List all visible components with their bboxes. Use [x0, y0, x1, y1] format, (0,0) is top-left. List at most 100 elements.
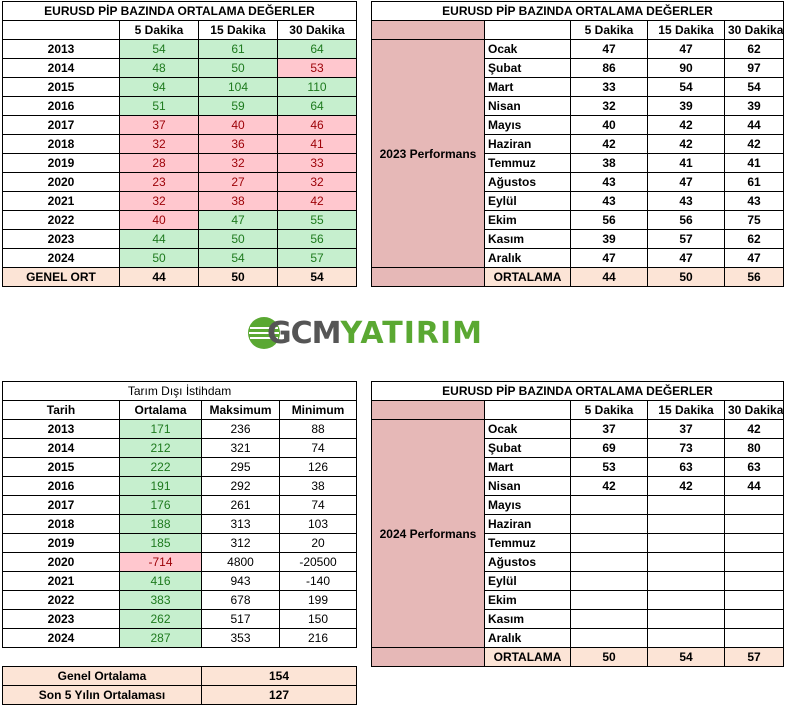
value-cell: 38	[198, 191, 278, 211]
year-cell: 2013	[2, 419, 120, 439]
year-cell: 2018	[2, 134, 120, 154]
yearly-pip-table: EURUSD PİP BAZINDA ORTALAMA DEĞERLER 5 D…	[2, 1, 357, 287]
value-cell: 94	[119, 77, 199, 97]
value-cell: 41	[723, 153, 785, 173]
table-row: Mayıs 40 42 44	[372, 115, 785, 135]
value-cell: 56	[570, 210, 648, 230]
max-cell: 236	[201, 419, 280, 439]
table-row: Kasım	[372, 609, 785, 629]
table-row: 2022 383 678 199	[2, 590, 358, 610]
average-cell: 416	[119, 571, 202, 591]
table-row: 2024 50 54 57	[2, 248, 357, 268]
value-cell: 27	[198, 172, 278, 192]
table-title: EURUSD PİP BAZINDA ORTALAMA DEĞERLER	[2, 1, 357, 21]
value-cell: 57	[647, 229, 725, 249]
performance-label: 2024 Performans	[371, 419, 485, 648]
value-cell: 75	[723, 210, 785, 230]
nfp-table: Tarım Dışı İstihdam Tarih Ortalama Maksi…	[1, 381, 358, 648]
value-cell: 36	[198, 134, 278, 154]
year-cell: 2022	[2, 210, 120, 230]
table-row: 2023 Performans Ocak 47 47 62	[371, 39, 785, 268]
month-cell: Mart	[484, 77, 571, 97]
average-cell: 212	[119, 438, 202, 458]
month-cell: Nisan	[484, 96, 571, 116]
col-header: 15 Dakika	[647, 20, 725, 40]
value-cell	[647, 571, 725, 591]
month-cell: Kasım	[484, 229, 571, 249]
col-header: 15 Dakika	[647, 400, 725, 420]
max-cell: 943	[201, 571, 280, 591]
logo-text-gcm: GCM	[267, 315, 341, 351]
average-cell: 191	[119, 476, 202, 496]
value-cell: 43	[570, 191, 648, 211]
value-cell: 63	[723, 457, 785, 477]
value-cell: 39	[570, 229, 648, 249]
table-row: 2016 51 59 64	[2, 96, 357, 116]
month-cell: Kasım	[484, 609, 571, 629]
monthly-2024-table: EURUSD PİP BAZINDA ORTALAMA DEĞERLER 5 D…	[370, 381, 785, 667]
table-row: Ağustos	[372, 552, 785, 572]
table-row: Eylül	[372, 571, 785, 591]
month-cell: Ocak	[484, 39, 571, 59]
value-cell: 41	[277, 134, 357, 154]
year-cell: 2024	[2, 628, 120, 648]
value-cell: 42	[723, 134, 785, 154]
month-cell: Eylül	[484, 571, 571, 591]
month-cell: Ocak	[484, 419, 571, 439]
table-row: 2014 212 321 74	[2, 438, 358, 458]
footer-value: 57	[723, 647, 785, 667]
table-row: 2016 191 292 38	[2, 476, 358, 496]
year-cell: 2017	[2, 115, 120, 135]
table-row: 2020 23 27 32	[2, 172, 357, 192]
value-cell: 43	[723, 191, 785, 211]
table-row: 2022 40 47 55	[2, 210, 357, 230]
table-row: 2018 32 36 41	[2, 134, 357, 154]
value-cell	[647, 590, 725, 610]
month-cell: Temmuz	[484, 533, 571, 553]
summary-label: Son 5 Yılın Ortalaması	[2, 685, 202, 705]
table-row: Ekim 56 56 75	[372, 210, 785, 230]
year-cell: 2021	[2, 191, 120, 211]
value-cell	[570, 590, 648, 610]
value-cell: 47	[647, 248, 725, 268]
value-cell: 46	[277, 115, 357, 135]
footer-value: 44	[570, 267, 648, 287]
table-row: 2024 Performans Ocak 37 37 42	[371, 419, 785, 648]
value-cell: 41	[647, 153, 725, 173]
col-header: Minimum	[278, 400, 358, 420]
value-cell: 63	[647, 457, 725, 477]
max-cell: 292	[201, 476, 280, 496]
value-cell: 47	[723, 248, 785, 268]
value-cell: 61	[198, 39, 278, 59]
value-cell	[570, 628, 648, 648]
table-title: Tarım Dışı İstihdam	[1, 381, 358, 401]
min-cell: 216	[278, 628, 358, 648]
table-row: 2021 416 943 -140	[2, 571, 358, 591]
table-row: Haziran 42 42 42	[372, 134, 785, 154]
value-cell: 40	[570, 115, 648, 135]
table-row: 2013 54 61 64	[2, 39, 357, 59]
min-cell: 103	[278, 514, 358, 534]
value-cell: 39	[647, 96, 725, 116]
value-cell: 50	[198, 229, 278, 249]
summary-value: 154	[201, 666, 357, 686]
table-row: Aralık	[372, 628, 785, 648]
value-cell: 53	[570, 457, 648, 477]
footer-value: 50	[647, 267, 725, 287]
value-cell	[570, 571, 648, 591]
value-cell: 47	[647, 172, 725, 192]
max-cell: 321	[201, 438, 280, 458]
max-cell: 517	[201, 609, 280, 629]
month-cell: Eylül	[484, 191, 571, 211]
value-cell	[723, 628, 785, 648]
table-row: 2015 94 104 110	[2, 77, 357, 97]
max-cell: 353	[201, 628, 280, 648]
table-row: 2015 222 295 126	[2, 457, 358, 477]
value-cell: 23	[119, 172, 199, 192]
max-cell: 313	[201, 514, 280, 534]
value-cell: 42	[723, 419, 785, 439]
value-cell	[723, 571, 785, 591]
value-cell: 54	[647, 77, 725, 97]
value-cell	[723, 533, 785, 553]
performance-label: 2023 Performans	[371, 39, 485, 268]
